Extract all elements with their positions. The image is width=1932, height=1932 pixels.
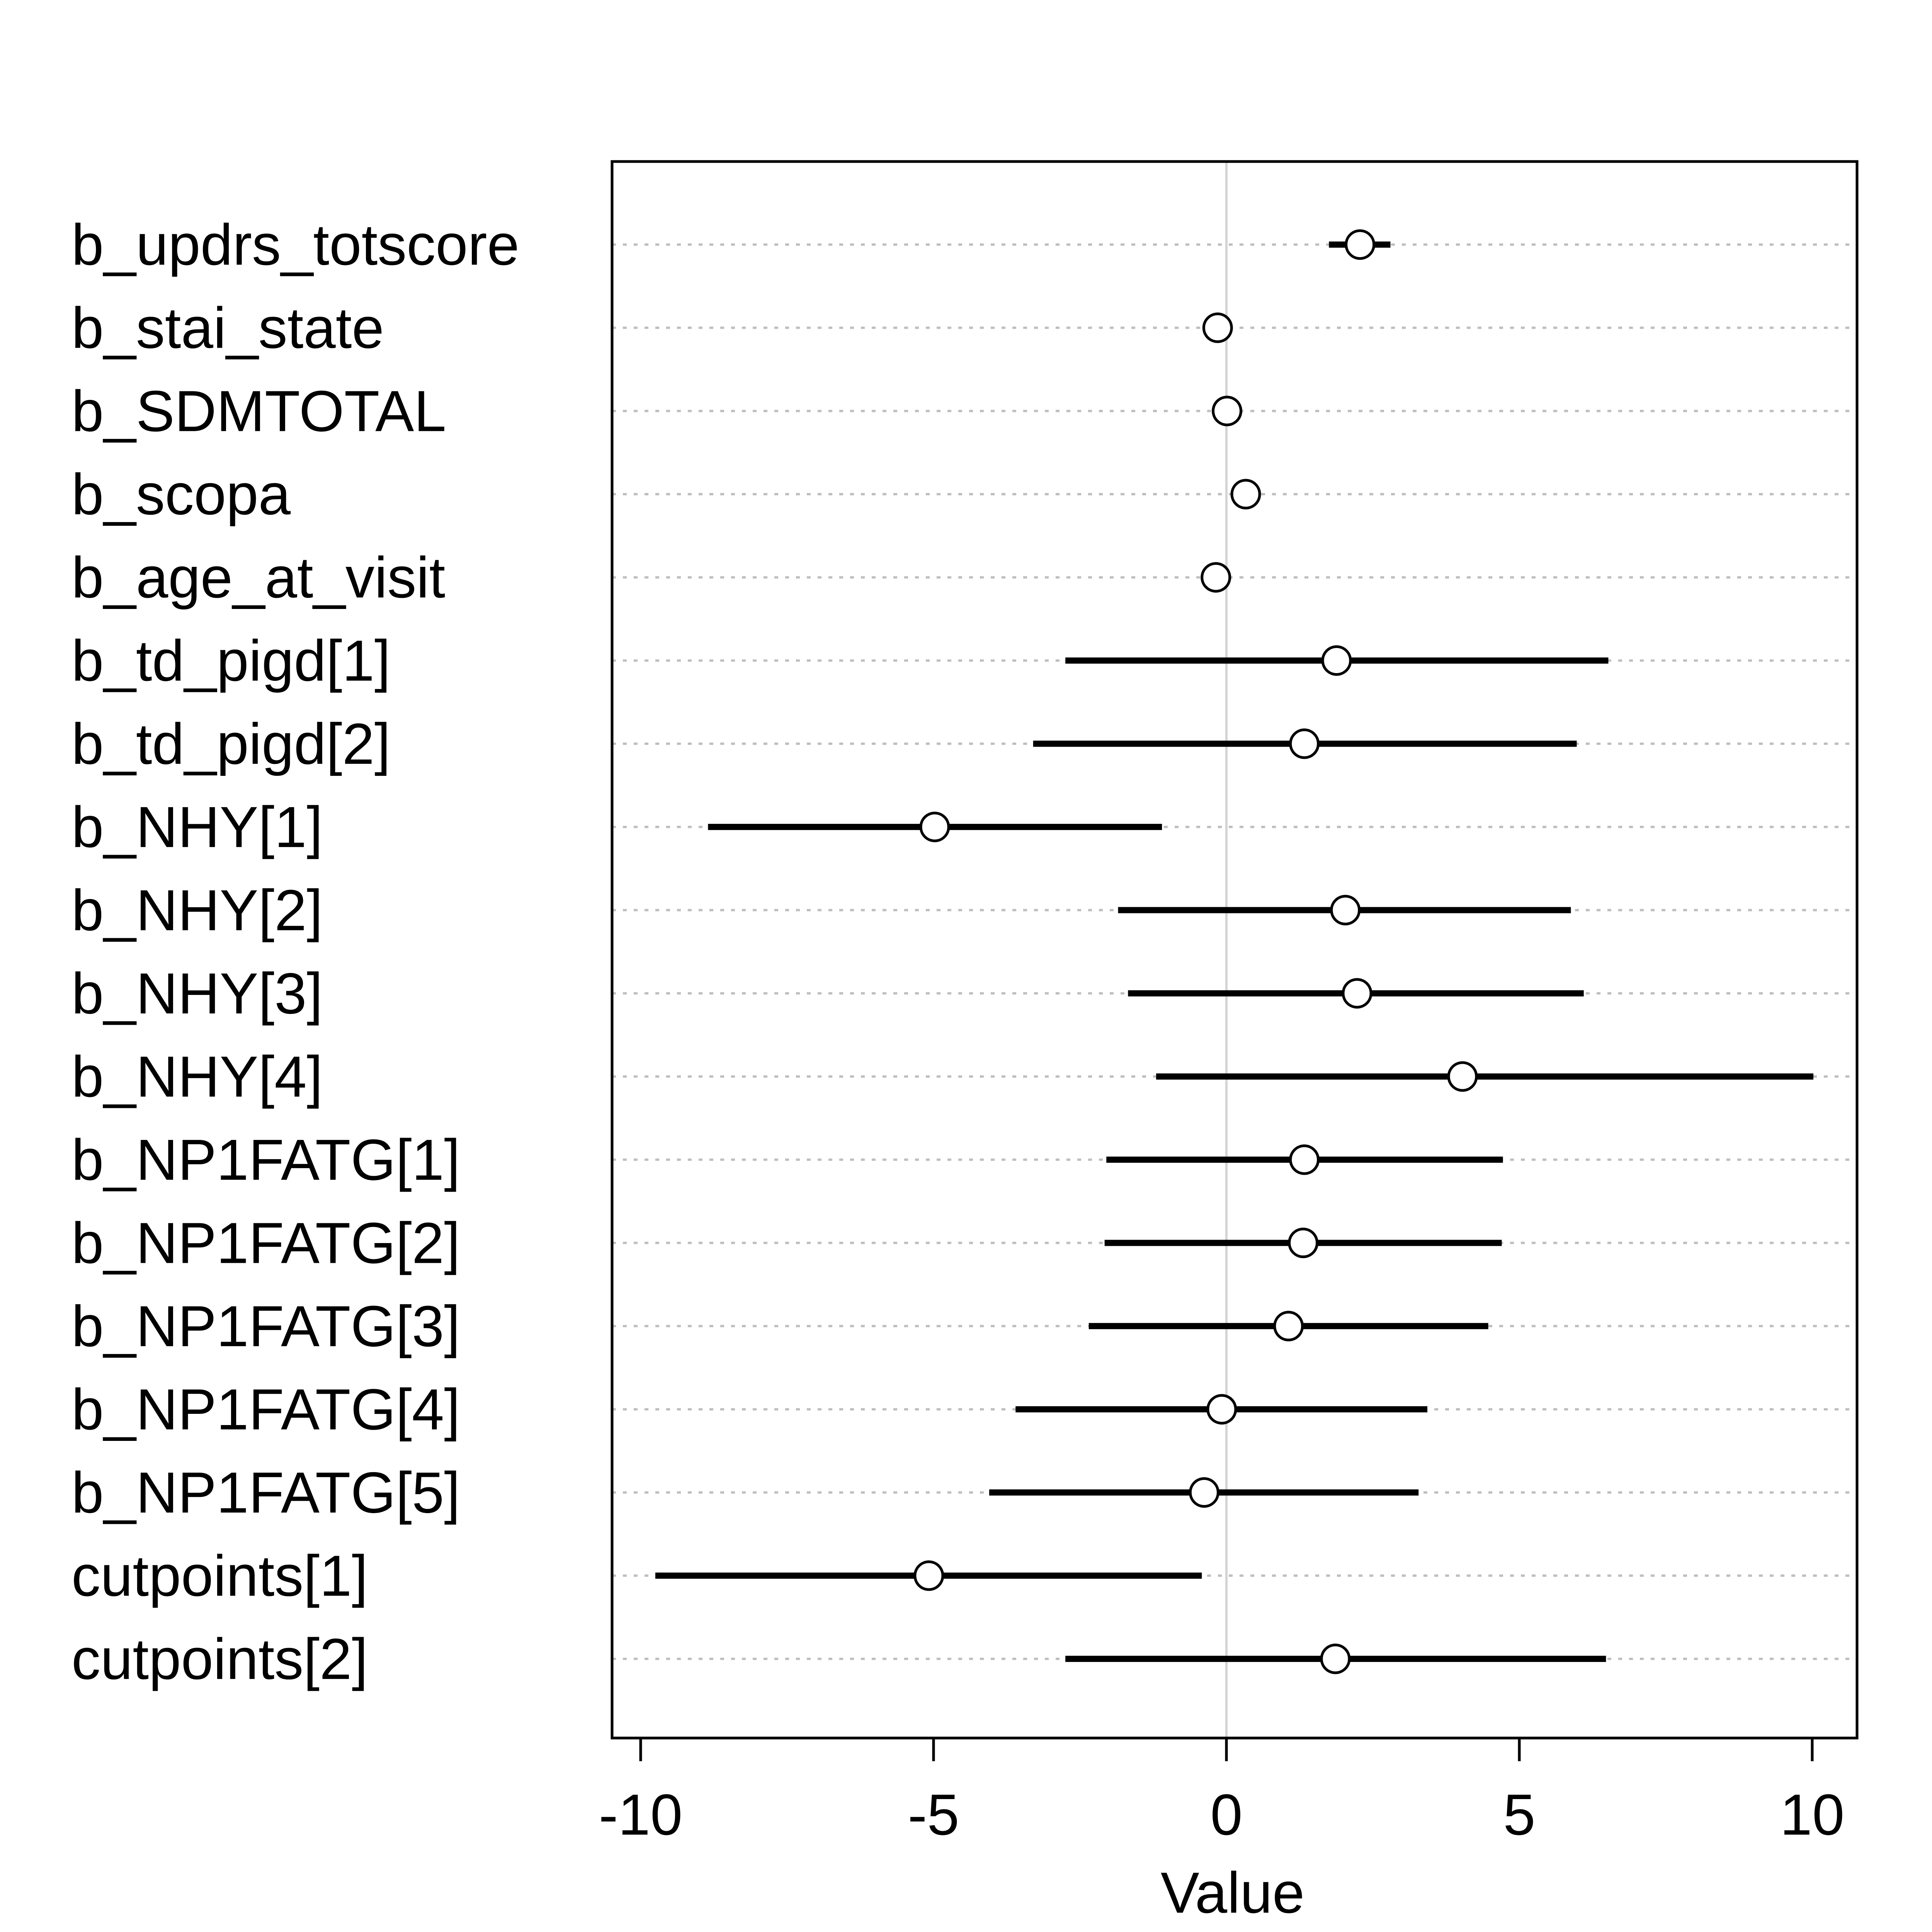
row-label: b_NP1FATG[1] bbox=[71, 1127, 460, 1192]
row-label: b_td_pigd[1] bbox=[71, 628, 391, 693]
x-tick-label: 5 bbox=[1503, 1782, 1535, 1847]
row-labels: b_updrs_totscore b_stai_state b_SDMTOTAL b_… bbox=[71, 212, 519, 1691]
point-estimate bbox=[1330, 895, 1361, 925]
row-label: b_updrs_totscore bbox=[71, 212, 519, 277]
point-estimate bbox=[1201, 562, 1231, 593]
point-estimate bbox=[1345, 229, 1376, 260]
point-estimate bbox=[1189, 1477, 1219, 1508]
x-tick-label: 0 bbox=[1210, 1782, 1242, 1847]
row-label: b_scopa bbox=[71, 462, 291, 527]
row-label: b_NP1FATG[2] bbox=[71, 1211, 460, 1276]
row-label: b_td_pigd[2] bbox=[71, 711, 391, 776]
point-estimate bbox=[1289, 728, 1320, 759]
row-label: b_NHY[2] bbox=[71, 878, 323, 942]
point-estimate bbox=[1206, 1394, 1237, 1425]
point-estimate bbox=[1321, 645, 1352, 676]
point-layer bbox=[913, 229, 1478, 1674]
point-estimate bbox=[1212, 396, 1243, 427]
x-axis-title: Value bbox=[1161, 1860, 1305, 1925]
x-tick-label: -5 bbox=[908, 1782, 959, 1847]
x-tick-label: -10 bbox=[599, 1782, 683, 1847]
point-estimate bbox=[919, 811, 950, 842]
x-axis: -10 -5 0 5 10 bbox=[599, 1736, 1845, 1847]
row-label: b_NP1FATG[3] bbox=[71, 1294, 460, 1359]
point-estimate bbox=[1202, 312, 1233, 343]
row-label: b_NHY[4] bbox=[71, 1044, 323, 1109]
point-estimate bbox=[1320, 1643, 1351, 1674]
point-estimate bbox=[1342, 978, 1372, 1009]
point-estimate bbox=[1273, 1311, 1304, 1342]
point-estimate bbox=[913, 1560, 944, 1591]
row-label: b_SDMTOTAL bbox=[71, 379, 446, 444]
point-estimate bbox=[1288, 1228, 1319, 1259]
point-estimate bbox=[1447, 1061, 1478, 1092]
row-label: b_NP1FATG[4] bbox=[71, 1377, 460, 1442]
point-estimate bbox=[1230, 479, 1261, 510]
row-label: b_NHY[3] bbox=[71, 961, 323, 1026]
row-label: b_NP1FATG[5] bbox=[71, 1460, 460, 1525]
row-label: cutpoints[1] bbox=[71, 1543, 368, 1608]
row-label: b_stai_state bbox=[71, 295, 384, 360]
row-label: b_age_at_visit bbox=[71, 545, 445, 610]
x-tick-label: 10 bbox=[1780, 1782, 1845, 1847]
point-estimate bbox=[1289, 1144, 1320, 1175]
row-label: b_NHY[1] bbox=[71, 794, 323, 859]
row-label: cutpoints[2] bbox=[71, 1626, 368, 1691]
